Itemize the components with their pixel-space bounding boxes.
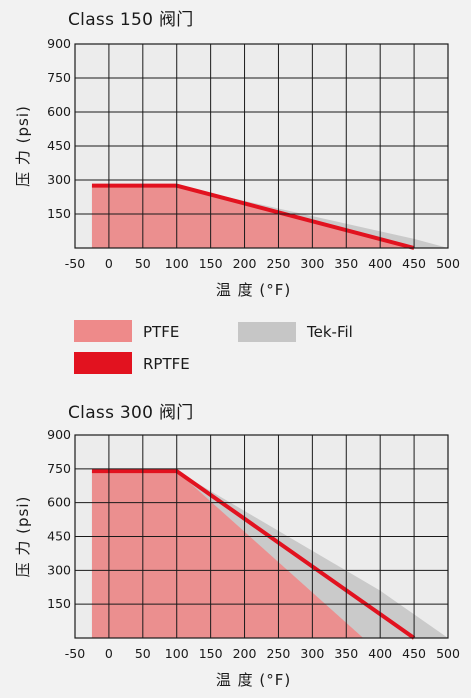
x-tick-label: 300 [300,646,324,661]
legend-swatch-ptfe [74,320,132,342]
x-tick-label: -50 [65,646,85,661]
y-tick-label: 150 [47,206,71,221]
x-axis-label: 温 度 (°F) [216,671,291,689]
x-tick-label: 150 [199,256,223,271]
x-tick-label: 250 [267,256,291,271]
legend-label-rptfe: RPTFE [143,355,190,373]
x-tick-label: 500 [436,256,460,271]
x-tick-label: 200 [233,256,257,271]
y-tick-label: 450 [47,138,71,153]
x-tick-label: 350 [334,256,358,271]
y-tick-label: 900 [47,36,71,51]
legend-swatch-tekfil [238,322,296,342]
chart-0: -50 0 50 100 150 200 250 300 350 400 450 500 150 300 4… [14,10,460,299]
y-tick-label: 900 [47,427,71,442]
y-tick-label: 600 [47,104,71,119]
x-tick-label: 0 [105,646,113,661]
x-axis-label: 温 度 (°F) [216,281,291,299]
x-tick-label: 450 [402,646,426,661]
y-tick-label: 300 [47,172,71,187]
x-tick-label: 50 [135,646,151,661]
y-tick-label: 600 [47,495,71,510]
x-tick-label: 500 [436,646,460,661]
legend-swatch-rptfe [74,352,132,374]
y-tick-label: 750 [47,70,71,85]
x-tick-label: 350 [334,646,358,661]
plot-frame [74,43,449,249]
x-tick-label: 250 [267,646,291,661]
plot-frame [74,434,449,639]
y-tick-label: 750 [47,461,71,476]
legend: PTFE Tek-Fil RPTFE [74,320,353,374]
y-axis-label: 压 力 (psi) [14,496,32,578]
x-tick-label: 400 [368,646,392,661]
x-tick-label: 450 [402,256,426,271]
y-tick-label: 300 [47,562,71,577]
x-tick-label: 100 [165,256,189,271]
x-tick-label: -50 [65,256,85,271]
series-ptfe-area [91,471,364,638]
y-tick-label: 450 [47,529,71,544]
legend-label-tekfil: Tek-Fil [306,323,353,341]
x-tick-label: 100 [165,646,189,661]
y-tick-label: 150 [47,596,71,611]
chart-title: Class 150 阀门 [68,10,194,30]
y-axis-label: 压 力 (psi) [14,105,32,187]
legend-label-ptfe: PTFE [143,323,179,341]
x-tick-label: 200 [233,646,257,661]
chart-title: Class 300 阀门 [68,403,194,423]
x-tick-label: 400 [368,256,392,271]
x-tick-label: 150 [199,646,223,661]
chart-1: -50 0 50 100 150 200 250 300 350 400 450 500 150 300 4… [14,403,460,689]
x-tick-label: 50 [135,256,151,271]
x-tick-label: 0 [105,256,113,271]
x-tick-label: 300 [300,256,324,271]
series-ptfe-area [91,185,408,248]
